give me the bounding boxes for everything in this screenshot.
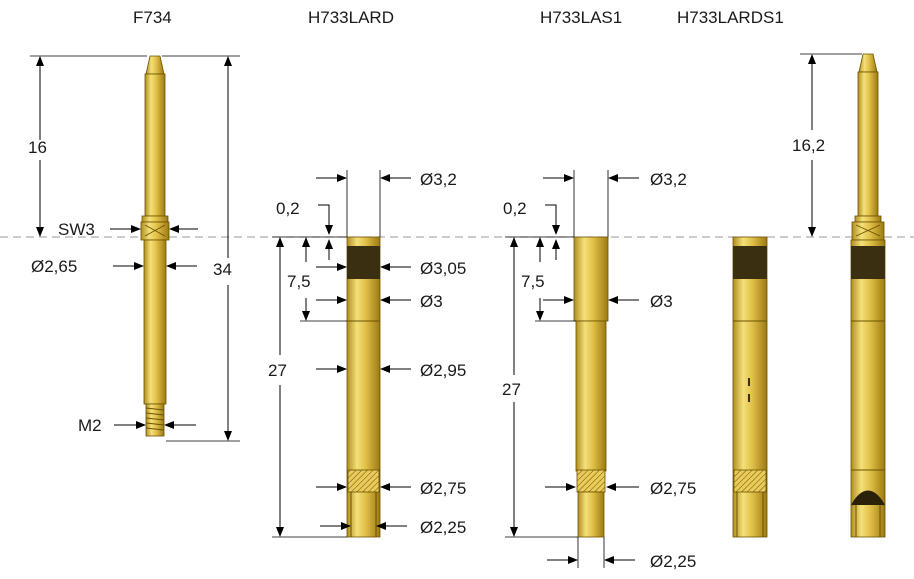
- f734-dimensions: 16 34 SW3 Ø2,65 M2: [28, 55, 240, 442]
- assembled-probe: [850, 53, 886, 538]
- h733lard-depth: 7,5: [287, 272, 311, 291]
- h733las1-dia-lower: Ø2,75: [650, 479, 696, 498]
- assembled-probe-band: [851, 246, 885, 279]
- h733las1-tip: [577, 491, 605, 538]
- assembled-probe-barrel: [850, 239, 886, 538]
- assembled-probe-tip: [858, 53, 878, 73]
- h733lard-offset: 0,2: [276, 199, 300, 218]
- h733lard-length: 27: [268, 361, 287, 380]
- h733lards1-length-top: 16,2: [792, 136, 825, 155]
- h733lard-crimp: [347, 469, 380, 493]
- h733lard-dia-top: Ø3,2: [420, 170, 457, 189]
- h733lard-dia-band: Ø3,05: [420, 259, 466, 278]
- title-h733lards1: H733LARDS1: [677, 8, 784, 27]
- title-h733las1: H733LAS1: [540, 8, 622, 27]
- h733lard-dia-tip: Ø2,25: [420, 518, 466, 537]
- f734-plunger: [140, 55, 170, 437]
- f734-wrench-size: SW3: [58, 220, 95, 239]
- h733lard-dia-body: Ø2,95: [420, 361, 466, 380]
- f734-wrench-marks: [144, 224, 166, 237]
- f734-upper-shaft: [144, 73, 166, 217]
- h733lard-dia-lower: Ø2,75: [420, 479, 466, 498]
- f734-length-34: 34: [213, 260, 232, 279]
- h733las1-dia-top: Ø3,2: [650, 170, 687, 189]
- assembled-probe-plunger: [857, 71, 879, 217]
- h733lard-band: [347, 246, 380, 279]
- h733las1-dia-mid: Ø3: [650, 292, 673, 311]
- f734-collar: [141, 215, 169, 223]
- assembled-probe-wrench-flat: [851, 221, 885, 241]
- h733las1-upper-body: [573, 236, 609, 322]
- f734-thread-size: M2: [78, 416, 102, 435]
- h733las1-receptacle: [573, 236, 609, 538]
- h733las1-depth: 7,5: [521, 272, 545, 291]
- h733lard-dimensions: Ø3,2 0,2 7,5 Ø3,05 Ø3 Ø2,95 27 Ø2,75 Ø2,…: [268, 170, 466, 538]
- f734-diameter: Ø2,65: [31, 257, 77, 276]
- h733las1-lower-body: [575, 320, 607, 472]
- h733las1-crimp: [576, 469, 606, 493]
- h733lards1-receptacle: [732, 236, 768, 538]
- f734-thread-lines: [145, 407, 165, 431]
- f734-tip: [145, 55, 165, 75]
- h733las1-dimensions: Ø3,2 0,2 7,5 Ø3 27 Ø2,75 Ø2,25: [502, 170, 696, 571]
- title-h733lard: H733LARD: [308, 8, 394, 27]
- h733las1-offset: 0,2: [503, 199, 527, 218]
- assembled-probe-dimensions: 16,2: [792, 53, 862, 237]
- f734-length-16: 16: [28, 138, 47, 157]
- h733las1-length: 27: [502, 380, 521, 399]
- assembled-probe-collar: [854, 215, 882, 223]
- h733las1-dia-tip: Ø2,25: [650, 552, 696, 571]
- h733lard-receptacle: [346, 236, 381, 538]
- h733lards1-band: [733, 246, 767, 279]
- h733lard-dia-mid: Ø3: [420, 292, 443, 311]
- h733lards1-crimp: [733, 469, 767, 493]
- title-f734: F734: [133, 8, 172, 27]
- f734-lower-shaft: [143, 239, 167, 405]
